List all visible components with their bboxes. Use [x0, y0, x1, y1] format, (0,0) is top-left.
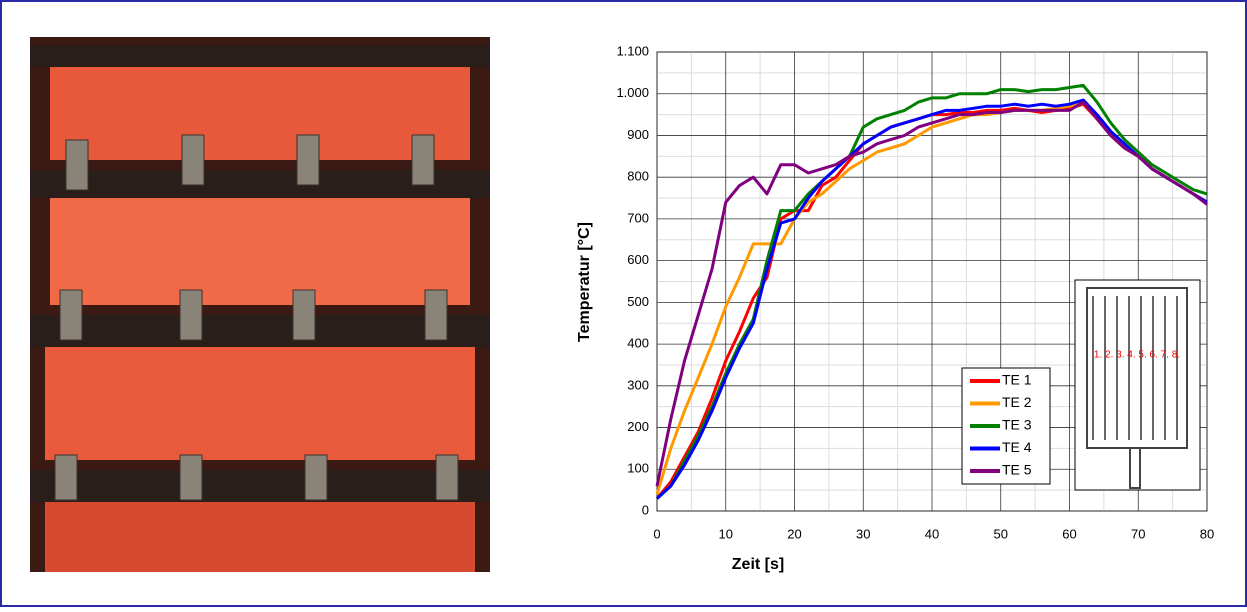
inset-stem	[1129, 447, 1141, 489]
inset-label: 1. 2. 3. 4. 5. 6. 7. 8.	[1094, 350, 1180, 361]
y-tick-label: 200	[627, 419, 649, 434]
x-tick-label: 10	[719, 526, 733, 541]
y-tick-label: 1.000	[616, 85, 649, 100]
x-tick-label: 20	[787, 526, 801, 541]
legend-label: TE 1	[1002, 372, 1032, 388]
x-axis-label: Zeit [s]	[732, 556, 784, 573]
x-tick-label: 40	[925, 526, 939, 541]
photo	[30, 37, 490, 572]
y-tick-label: 300	[627, 377, 649, 392]
legend-label: TE 2	[1002, 394, 1032, 410]
y-tick-label: 900	[627, 127, 649, 142]
x-tick-label: 80	[1200, 526, 1214, 541]
series-line	[655, 100, 1208, 487]
y-tick-label: 600	[627, 252, 649, 267]
series-line	[655, 83, 1208, 500]
y-axis-label: Temperatur [°C]	[576, 222, 593, 342]
series-line	[655, 98, 1208, 500]
y-tick-label: 100	[627, 461, 649, 476]
x-tick-label: 0	[653, 526, 660, 541]
x-tick-label: 60	[1062, 526, 1076, 541]
x-tick-label: 50	[994, 526, 1008, 541]
inset-box	[1074, 279, 1201, 491]
y-tick-label: 700	[627, 210, 649, 225]
legend-label: TE 5	[1002, 462, 1032, 478]
y-tick-label: 500	[627, 294, 649, 309]
x-tick-label: 30	[856, 526, 870, 541]
x-tick-label: 70	[1131, 526, 1145, 541]
y-tick-label: 800	[627, 169, 649, 184]
y-tick-label: 1.100	[616, 43, 649, 58]
y-tick-label: 0	[642, 502, 649, 517]
inset-diagram: 1. 2. 3. 4. 5. 6. 7. 8.	[1074, 279, 1201, 491]
y-tick-label: 400	[627, 336, 649, 351]
legend-label: TE 4	[1002, 439, 1032, 455]
legend-label: TE 3	[1002, 417, 1032, 433]
